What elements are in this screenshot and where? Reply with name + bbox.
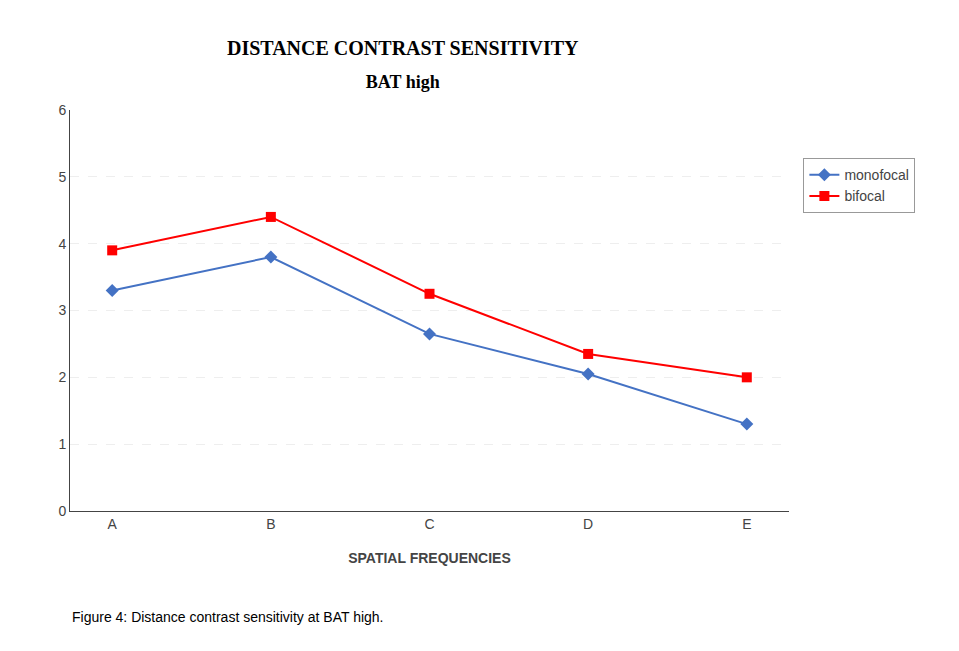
svg-text:C: C xyxy=(424,516,434,532)
svg-text:4: 4 xyxy=(58,236,66,252)
svg-text:bifocal: bifocal xyxy=(844,188,884,204)
svg-text:E: E xyxy=(742,516,751,532)
svg-text:D: D xyxy=(583,516,593,532)
svg-text:2: 2 xyxy=(58,369,66,385)
svg-text:6: 6 xyxy=(58,102,66,118)
svg-text:A: A xyxy=(108,516,118,532)
svg-text:0: 0 xyxy=(58,503,66,519)
svg-text:B: B xyxy=(266,516,275,532)
svg-text:Figure 4: Distance contrast se: Figure 4: Distance contrast sensitivity … xyxy=(72,609,384,625)
svg-text:monofocal: monofocal xyxy=(844,167,909,183)
svg-text:SPATIAL FREQUENCIES: SPATIAL FREQUENCIES xyxy=(348,550,511,566)
svg-text:3: 3 xyxy=(58,302,66,318)
svg-text:5: 5 xyxy=(58,169,66,185)
svg-text:1: 1 xyxy=(58,436,66,452)
svg-text:BAT high: BAT high xyxy=(366,72,440,92)
svg-text:DISTANCE CONTRAST SENSITIVITY: DISTANCE CONTRAST SENSITIVITY xyxy=(227,37,579,59)
